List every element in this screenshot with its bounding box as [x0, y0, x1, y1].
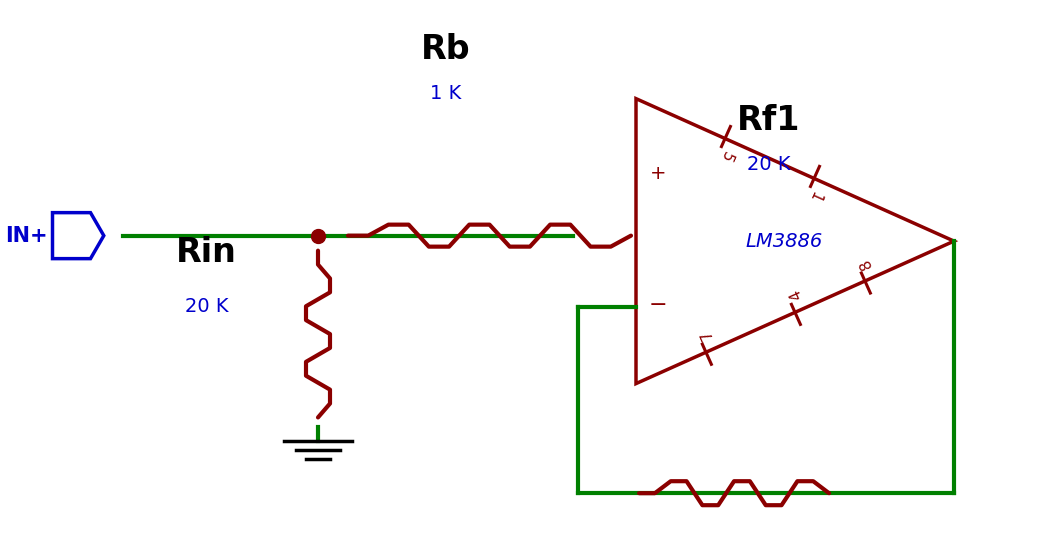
Text: 20 K: 20 K — [184, 298, 229, 316]
Text: 4: 4 — [787, 287, 805, 302]
Text: 8: 8 — [856, 255, 874, 270]
Text: +: + — [650, 164, 667, 183]
Text: LM3886: LM3886 — [746, 232, 823, 250]
Text: Rf1: Rf1 — [737, 104, 800, 137]
Text: Rin: Rin — [176, 236, 237, 269]
Text: 1 K: 1 K — [429, 84, 461, 102]
Text: IN+: IN+ — [5, 226, 48, 246]
Text: Rb: Rb — [421, 33, 470, 66]
Text: 1: 1 — [806, 189, 824, 204]
Text: 20 K: 20 K — [746, 155, 791, 174]
Text: −: − — [649, 295, 668, 315]
Text: 7: 7 — [697, 327, 716, 341]
Text: 5: 5 — [717, 149, 735, 164]
